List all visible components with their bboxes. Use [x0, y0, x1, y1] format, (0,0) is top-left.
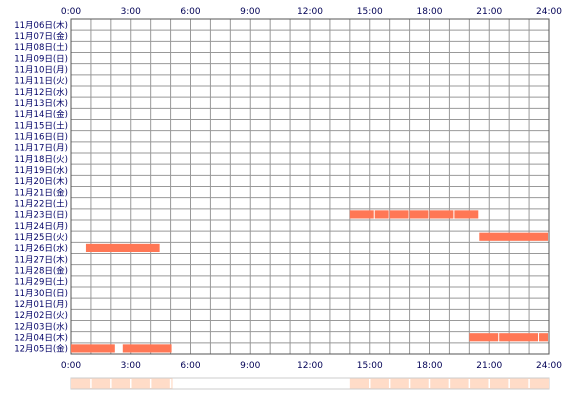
row-label: 11月30日(日): [14, 289, 68, 299]
row-label: 12月04日(木): [14, 332, 68, 343]
row-label: 11月11日(火): [14, 77, 68, 87]
top-tick-label: 18:00: [417, 7, 443, 17]
row-label: 11月21日(金): [14, 187, 68, 198]
row-label: 11月08日(土): [14, 42, 68, 53]
row-label: 11月28日(金): [14, 265, 68, 276]
row-label: 11月10日(月): [14, 65, 68, 75]
row-label: 12月03日(水): [14, 321, 68, 332]
bottom-tick-label: 12:00: [297, 361, 323, 371]
activity-bar: [389, 210, 409, 219]
row-label: 11月22日(土): [14, 198, 68, 209]
row-label: 12月01日(月): [14, 300, 68, 310]
top-tick-label: 3:00: [121, 7, 141, 17]
activity-bar: [349, 210, 374, 219]
row-label: 11月12日(水): [14, 87, 68, 98]
bottom-tick-label: 6:00: [180, 361, 200, 371]
row-label: 11月06日(木): [14, 20, 68, 31]
top-tick-label: 9:00: [240, 7, 260, 17]
row-label: 11月20日(木): [14, 176, 68, 187]
row-label: 12月05日(金): [14, 344, 68, 355]
activity-bar: [479, 232, 548, 241]
top-tick-label: 24:00: [536, 7, 562, 17]
top-tick-label: 15:00: [357, 7, 383, 17]
grid: [70, 18, 550, 355]
bottom-tick-label: 9:00: [240, 361, 260, 371]
row-label: 11月14日(金): [14, 109, 68, 120]
bars: [71, 210, 548, 353]
row-label: 11月15日(土): [14, 120, 68, 131]
plot-border: [70, 18, 550, 355]
row-label: 11月25日(火): [14, 233, 68, 243]
summary-bar: [70, 377, 550, 390]
row-label: 11月19日(水): [14, 165, 68, 176]
activity-bar: [409, 210, 429, 219]
bottom-tick-label: 0:00: [61, 361, 81, 371]
row-label: 11月29日(土): [14, 277, 68, 288]
top-tick-label: 12:00: [297, 7, 323, 17]
activity-bar: [374, 210, 389, 219]
row-label: 11月18日(火): [14, 155, 68, 165]
row-label: 11月24日(月): [14, 222, 68, 232]
bottom-tick-label: 3:00: [121, 361, 141, 371]
row-label: 11月07日(金): [14, 31, 68, 42]
row-label: 11月27日(木): [14, 254, 68, 265]
row-label: 11月13日(木): [14, 98, 68, 109]
row-label: 12月02日(火): [14, 311, 68, 321]
activity-bar: [122, 344, 172, 353]
row-label: 11月16日(日): [14, 132, 68, 142]
bottom-tick-label: 24:00: [536, 361, 562, 371]
activity-bar: [71, 344, 115, 353]
top-tick-label: 6:00: [180, 7, 200, 17]
top-tick-label: 0:00: [61, 7, 81, 17]
row-label: 11月09日(日): [14, 54, 68, 64]
bottom-tick-label: 15:00: [357, 361, 383, 371]
bottom-axis-ticks: 0:00 3:00 6:00 9:00 12:00 15:00 18:00 21:00 24:0…: [61, 361, 562, 371]
bottom-tick-label: 18:00: [417, 361, 443, 371]
top-tick-label: 21:00: [476, 7, 502, 17]
summary-fill: [71, 378, 173, 389]
activity-bar: [469, 333, 499, 342]
activity-bar: [454, 210, 479, 219]
activity-bar: [539, 333, 548, 342]
row-labels: 11月06日(木)11月07日(金)11月08日(土)11月09日(日)11月1…: [14, 20, 68, 355]
activity-bar: [429, 210, 454, 219]
row-label: 11月23日(日): [14, 211, 68, 221]
row-label: 11月26日(水): [14, 243, 68, 254]
top-axis-ticks: 0:00 3:00 6:00 9:00 12:00 15:00 18:00 21:00 24:0…: [61, 7, 562, 17]
activity-bar: [85, 243, 160, 252]
activity-bar: [499, 333, 539, 342]
row-label: 11月17日(月): [14, 144, 68, 154]
bottom-tick-label: 21:00: [476, 361, 502, 371]
